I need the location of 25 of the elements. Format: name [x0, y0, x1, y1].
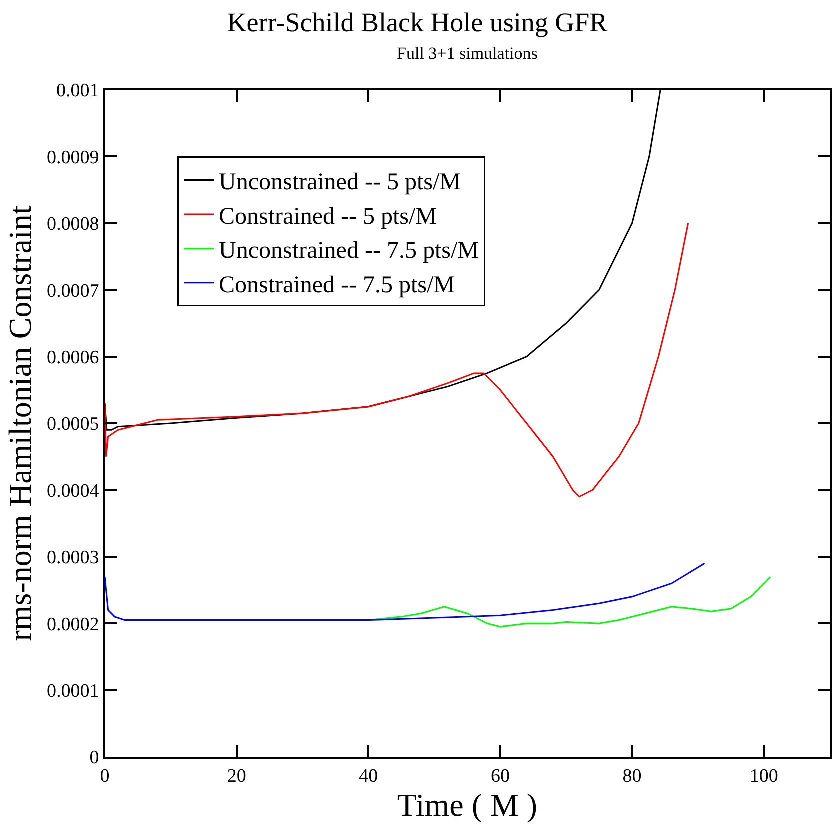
legend-label: Unconstrained -- 5 pts/M [219, 170, 461, 196]
chart-title: Kerr-Schild Black Hole using GFR [227, 7, 608, 38]
y-tick-label: 0.0001 [46, 680, 100, 702]
y-tick-label: 0.001 [56, 80, 100, 102]
legend-label: Constrained -- 7.5 pts/M [219, 272, 455, 298]
y-tick-label: 0.0006 [46, 347, 100, 368]
y-tick-label: 0.0008 [46, 214, 100, 236]
x-tick-label: 60 [490, 766, 510, 787]
y-tick-label: 0.0003 [46, 548, 100, 569]
y-tick-label: 0.0004 [46, 480, 100, 502]
legend-label: Unconstrained -- 7.5 pts/M [219, 238, 479, 264]
x-tick-label: 100 [750, 766, 778, 787]
y-tick-label: 0.0009 [46, 147, 100, 168]
x-tick-label: 40 [359, 766, 378, 787]
y-tick-label: 0.0007 [46, 280, 100, 302]
x-tick-label: 80 [622, 766, 642, 787]
y-tick-label: 0.0005 [46, 414, 100, 436]
y-tick-label: 0.0002 [46, 614, 100, 636]
y-axis-title: rms-norm Hamiltonian Constraint [2, 206, 38, 642]
y-tick-label: 0 [90, 748, 100, 769]
x-axis-title: Time ( M ) [397, 786, 538, 823]
legend-label: Constrained -- 5 pts/M [219, 204, 437, 230]
x-tick-label: 20 [227, 766, 246, 787]
line-series [105, 562, 706, 622]
chart-subtitle: Full 3+1 simulations [397, 44, 538, 63]
